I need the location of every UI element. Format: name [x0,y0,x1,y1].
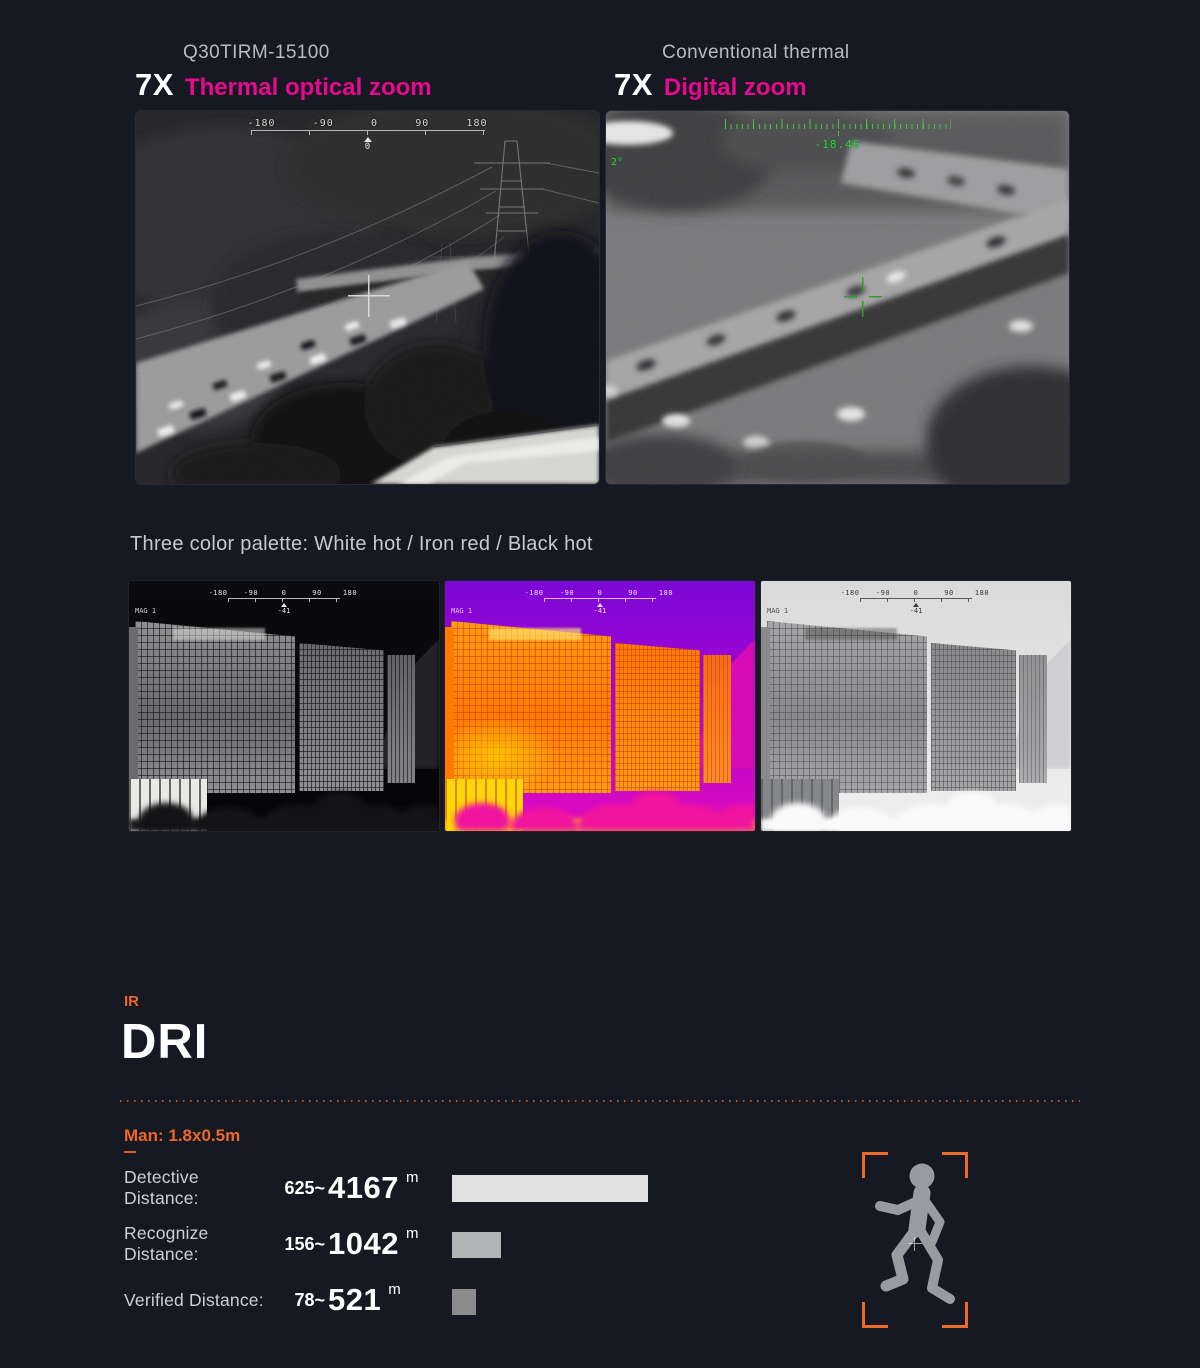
compass-scale: -180 -90 0 90 180 0 [248,118,488,152]
compass-tick-line [250,130,485,135]
dri-row-min: 625~ [284,1177,325,1198]
frame-corner-icon [942,1302,968,1328]
comparison-header-right: Conventional thermal 7X Digital zoom [614,42,850,103]
compass-caret-icon [281,603,287,607]
dri-row-value: 4167 [328,1170,399,1205]
thermal-image-digital-zoom: -18.46 2° [605,110,1070,485]
crosshair-icon [844,277,882,317]
trees [445,763,755,831]
mag-indicator: MAG 1 [767,607,789,615]
dri-row-recognize: Recognize Distance: 156~ 1042 m [124,1222,454,1266]
thermal-image-optical-zoom: -180 -90 0 90 180 0 [135,110,600,485]
dri-row-unit: m [405,1169,419,1186]
mag-indicator: MAG 1 [451,607,473,615]
target-size-underline [124,1151,136,1153]
osd-overlay: -180 -90 0 90 180 -41 [761,589,1071,615]
compass-heading-value: -41 [909,607,923,615]
dri-row-min: 78~ [294,1289,325,1310]
building-sign [489,628,581,640]
dri-eyebrow: IR [124,993,139,1010]
mag-indicator: MAG 1 [135,607,157,615]
dri-row-value: 521 [328,1282,382,1317]
dri-bar-recognize [452,1232,501,1258]
compass-caret-icon [913,603,919,607]
dri-row-label: Verified Distance: [124,1289,264,1310]
target-size-label: Man: 1.8x0.5m [124,1126,241,1145]
palette-image-iron-red: -180 -90 0 90 180 -41 MAG 1 [444,580,756,832]
pitch-marker-tick [837,131,839,136]
zoom-type-label: Digital zoom [663,74,807,101]
compass-heading-value: 0 [364,142,371,152]
dri-row-label: Detective Distance: [124,1167,199,1208]
compass-heading-value: -41 [593,607,607,615]
palette-section-title: Three color palette: White hot / Iron re… [130,533,593,555]
dri-row-label: Recognize Distance: [124,1223,209,1264]
thermal-scene-art [606,111,1069,484]
dri-bar-detective [452,1175,648,1202]
compass-caret-icon [363,137,372,142]
zoom-factor: 7X [135,67,174,102]
compass-heading-value: -41 [277,607,291,615]
dri-title: DRI [121,1015,209,1069]
dri-row-unit: m [405,1225,419,1242]
compass-scale-labels: -180 -90 0 90 180 [247,118,488,129]
person-detection-frame [862,1152,968,1328]
dri-row-unit: m [388,1281,401,1298]
building-sign [173,628,265,640]
dri-row-min: 156~ [284,1233,325,1254]
trees [761,763,1071,831]
angle-value: 2° [611,157,624,168]
walking-person-icon [875,1163,955,1304]
frame-corner-icon [942,1152,968,1178]
pitch-ruler-minor-ticks [724,124,951,129]
osd-overlay: -180 -90 0 90 180 -41 [129,589,439,615]
building-sign [805,628,897,640]
center-cross-icon [908,1236,922,1251]
pitch-value: -18.46 [814,138,861,151]
zoom-headline: 7X Digital zoom [614,67,850,103]
osd-overlay: -180 -90 0 90 180 -41 [445,589,755,615]
model-label: Q30TIRM-15100 [183,42,330,63]
thermal-scene-art [136,111,599,484]
compass-caret-icon [597,603,603,607]
palette-image-black-hot: -180 -90 0 90 180 -41 MAG 1 [760,580,1072,832]
zoom-type-label: Thermal optical zoom [184,74,432,101]
trees [129,763,439,831]
dri-bar-verified [452,1289,477,1315]
frame-corner-icon [862,1152,888,1178]
dri-row-value: 1042 [328,1226,399,1261]
crosshair-icon [348,275,390,317]
section-divider [120,1100,1080,1102]
comparison-header-left: Q30TIRM-15100 7X Thermal optical zoom [135,42,432,103]
zoom-headline: 7X Thermal optical zoom [135,67,432,103]
model-label: Conventional thermal [662,42,850,63]
palette-image-white-hot: -180 -90 0 90 180 -41 MAG 1 [128,580,440,832]
zoom-factor: 7X [614,67,653,102]
dri-row-verified: Verified Distance: 78~ 521 m [124,1278,454,1322]
frame-corner-icon [862,1302,888,1328]
dri-row-detective: Detective Distance: 625~ 4167 m [124,1166,454,1210]
